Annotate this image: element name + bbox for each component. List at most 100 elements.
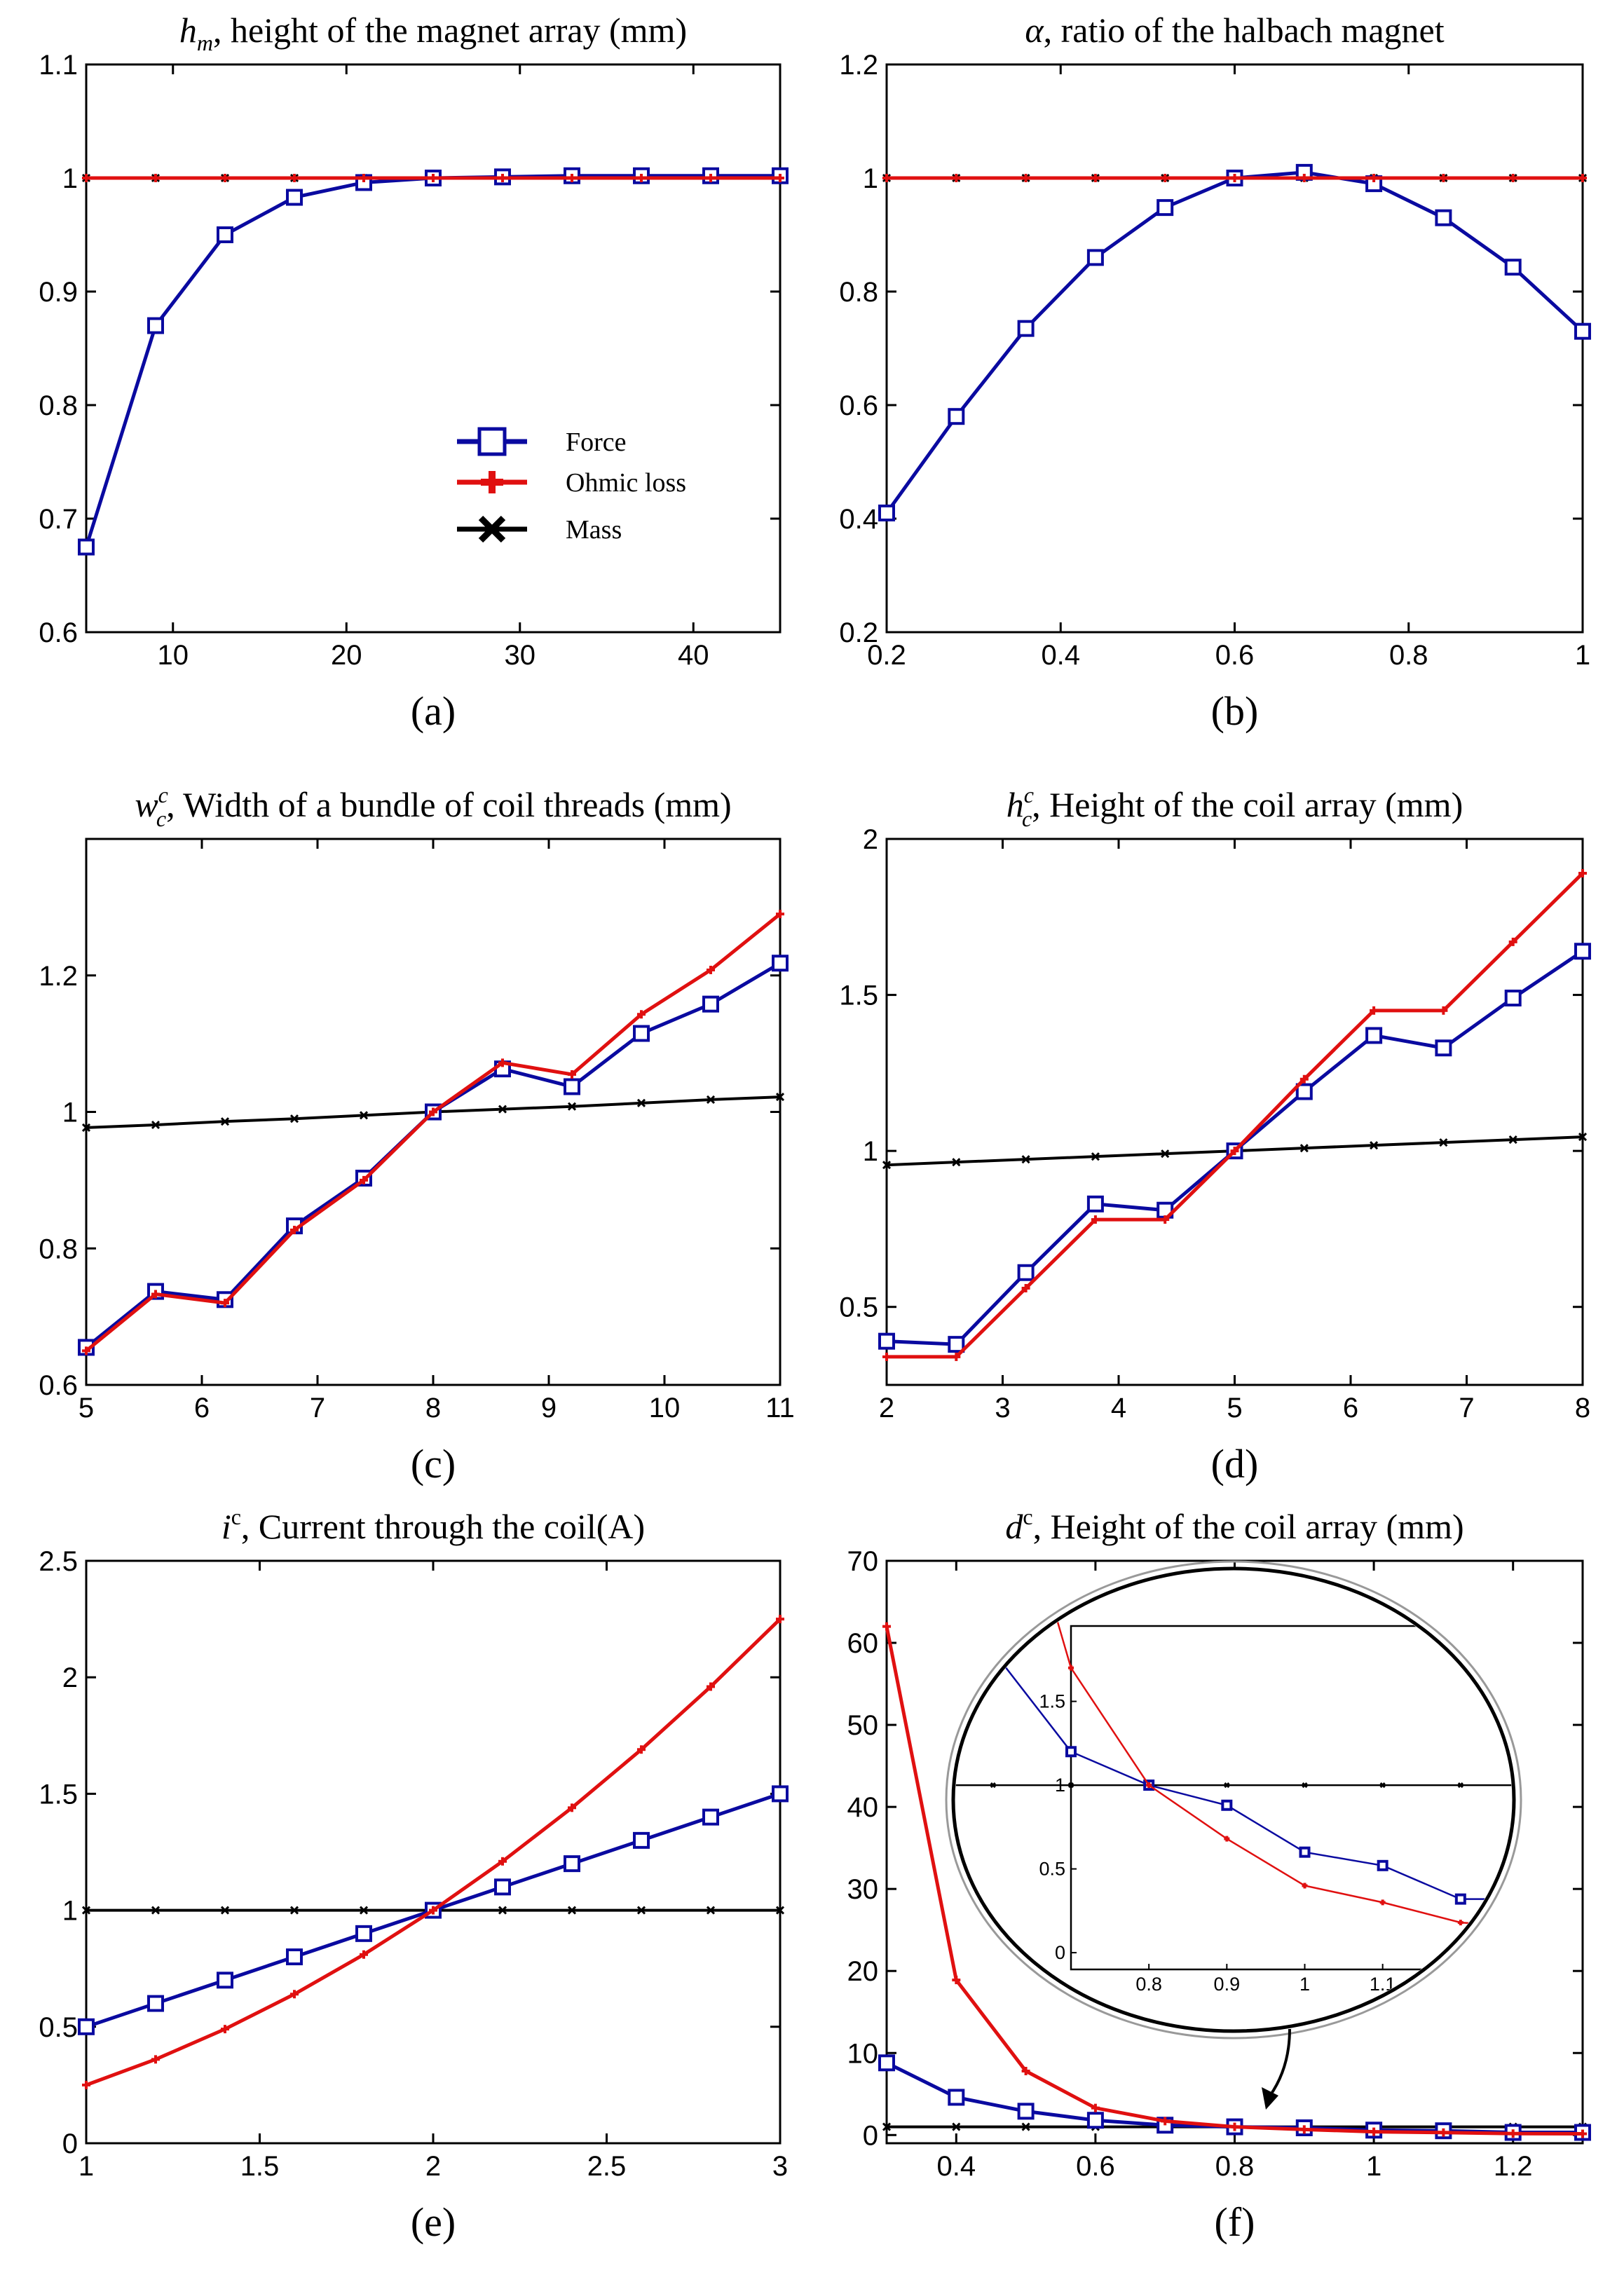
panel-e-title: ic, Current through the coil(A) bbox=[221, 1504, 645, 1546]
y-tick-label: 10 bbox=[847, 2038, 879, 2069]
x-tick-label: 0.6 bbox=[1076, 2151, 1115, 2182]
panel-c-title-sup: c bbox=[158, 782, 168, 807]
mass-point bbox=[220, 1906, 230, 1915]
panel-a-title-text: , height of the magnet array (mm) bbox=[213, 11, 687, 50]
legend-entry-plus: Ohmic loss bbox=[457, 468, 686, 498]
inset-mass-point-b bbox=[1379, 1782, 1386, 1789]
panel-a-title-symbol: h bbox=[179, 11, 197, 50]
mass-point-b bbox=[289, 1906, 299, 1915]
ohmic-point bbox=[1161, 2117, 1170, 2126]
mass-point-b bbox=[359, 1111, 369, 1120]
mass-point bbox=[952, 2122, 961, 2131]
panel-f-title: dc, Height of the coil array (mm) bbox=[1005, 1504, 1463, 1546]
mass-point-b bbox=[1021, 2122, 1030, 2131]
inset-mass-point bbox=[1379, 1782, 1386, 1789]
x-tick-label: 10 bbox=[649, 1393, 681, 1423]
ohmic-point bbox=[1439, 174, 1448, 182]
force-point bbox=[702, 995, 719, 1013]
ohmic-point bbox=[1230, 174, 1239, 182]
ohmic-point bbox=[882, 174, 891, 182]
force-point bbox=[1086, 249, 1104, 266]
inset-mass-point bbox=[835, 1783, 840, 1787]
panel-c-title-text: , Width of a bundle of coil threads (mm) bbox=[166, 785, 732, 824]
ohmic-point bbox=[952, 1352, 961, 1361]
panel-a: 10 20 30 40 0.6 0.7 0.8 0.9 1 1.1 bbox=[39, 50, 789, 671]
mass-point-b bbox=[289, 1114, 299, 1123]
force-point bbox=[355, 1925, 372, 1942]
panel-b: 0.2 0.4 0.6 0.8 1 0.2 0.4 0.6 0.8 1 1.2 bbox=[839, 50, 1591, 671]
mass-point-b bbox=[882, 1161, 892, 1170]
x-tick-label: 0.4 bbox=[1041, 640, 1080, 671]
y-tick-label: 1.1 bbox=[39, 50, 78, 81]
inset-plot: 0.8 0.9 1 1.1 1.00.511.5 bbox=[755, 474, 1541, 1995]
force-point bbox=[1435, 1039, 1452, 1057]
inset-force-point bbox=[1454, 1893, 1466, 1905]
mass-point bbox=[151, 1906, 161, 1915]
legend-x-icon-b bbox=[478, 515, 506, 543]
y-tick-label: 0.2 bbox=[839, 617, 878, 648]
mass-point-b bbox=[498, 1906, 507, 1915]
ohmic-point bbox=[360, 1950, 368, 1959]
y-tick-label: 50 bbox=[847, 1710, 879, 1741]
ohmic-point bbox=[1091, 1215, 1100, 1224]
mass-point bbox=[1091, 1152, 1100, 1161]
panel-f-label: (f) bbox=[1215, 2199, 1255, 2245]
legend-label: Ohmic loss bbox=[566, 468, 686, 498]
series-ohmic bbox=[82, 174, 784, 182]
mass-point-b bbox=[1161, 1149, 1170, 1159]
mass-point bbox=[1299, 1144, 1309, 1153]
force-point bbox=[878, 504, 895, 521]
y-tick-label: 60 bbox=[847, 1628, 879, 1659]
inset-mass-point-b bbox=[1536, 1783, 1541, 1787]
ohmic-point bbox=[1021, 1284, 1030, 1293]
inset-x-tick-label: 1. bbox=[1453, 1974, 1469, 1995]
inset-force-point bbox=[1377, 1859, 1388, 1871]
legend-label: Mass bbox=[566, 515, 622, 545]
x-tick-label: 30 bbox=[505, 640, 536, 671]
y-tick-label: 0.4 bbox=[839, 504, 878, 535]
ohmic-point bbox=[1370, 2127, 1379, 2136]
y-tick-label: 70 bbox=[847, 1546, 879, 1577]
ohmic-point bbox=[429, 1906, 437, 1915]
mass-point bbox=[636, 1906, 646, 1915]
mass-point bbox=[1508, 1135, 1517, 1145]
force-point bbox=[286, 1948, 303, 1966]
x-tick-label: 5 bbox=[79, 1393, 94, 1423]
inset-y-tick-label: 0 bbox=[1055, 1942, 1065, 1963]
inset-y-tick-label: 0.5 bbox=[1039, 1859, 1065, 1880]
series-force bbox=[78, 955, 789, 1356]
inset-ohmic-point bbox=[1302, 1883, 1308, 1889]
y-tick-label: 2 bbox=[62, 1662, 78, 1693]
y-tick-label: 2.5 bbox=[39, 1546, 78, 1577]
x-tick-label: 40 bbox=[678, 640, 709, 671]
y-tick-label: 0.6 bbox=[39, 1370, 78, 1401]
force-point bbox=[1435, 209, 1452, 226]
inset-y-tick-label: 1.5 bbox=[1039, 1691, 1065, 1712]
inset-ohmic-point bbox=[1146, 1782, 1152, 1789]
ohmic-point bbox=[952, 1976, 961, 1985]
inset-force-point bbox=[1221, 1799, 1233, 1811]
series-ohmic-line bbox=[86, 1618, 782, 2087]
mass-point bbox=[289, 1906, 299, 1915]
x-tick-label: 0.8 bbox=[1215, 2151, 1255, 2182]
ohmic-point bbox=[290, 1225, 299, 1234]
inset-mass-point bbox=[1457, 1782, 1463, 1789]
y-tick-label: 0.9 bbox=[39, 277, 78, 308]
force-point bbox=[286, 189, 303, 206]
force-point bbox=[1574, 943, 1591, 960]
mass-point-b bbox=[952, 1158, 961, 1167]
y-tick-label: 0.8 bbox=[839, 277, 878, 308]
panel-d-title-sub: c bbox=[1022, 806, 1032, 831]
x-tick-label: 4 bbox=[1111, 1393, 1126, 1423]
force-point bbox=[78, 2018, 95, 2035]
inset-mass-point-b bbox=[1224, 1782, 1230, 1789]
inset-mass-point-a bbox=[835, 1783, 840, 1787]
inset-mass-point-b bbox=[1457, 1782, 1463, 1789]
inset-ohmic-point bbox=[1224, 1836, 1230, 1842]
x-tick-label: 8 bbox=[1575, 1393, 1590, 1423]
inset-force-point bbox=[755, 474, 763, 483]
ohmic-point bbox=[707, 965, 715, 974]
inset-mass-point-b bbox=[1302, 1782, 1308, 1789]
mass-point-b bbox=[359, 1906, 369, 1915]
y-tick-label: 30 bbox=[847, 1874, 879, 1905]
